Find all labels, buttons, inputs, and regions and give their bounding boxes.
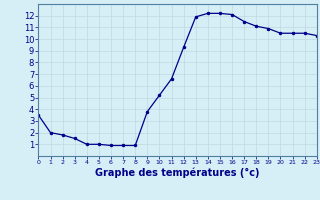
X-axis label: Graphe des températures (°c): Graphe des températures (°c) bbox=[95, 168, 260, 178]
